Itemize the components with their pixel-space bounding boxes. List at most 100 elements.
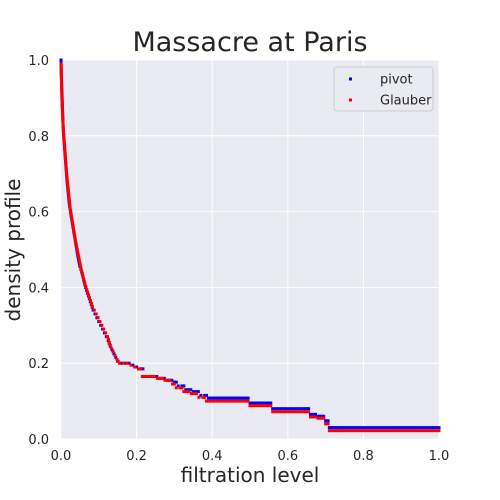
- data-point: [318, 416, 322, 420]
- data-point: [316, 416, 320, 420]
- data-point: [78, 262, 82, 266]
- data-point: [59, 67, 63, 71]
- data-point: [369, 429, 373, 433]
- data-point: [184, 388, 188, 392]
- data-point: [63, 144, 67, 148]
- data-point: [409, 426, 413, 430]
- data-point: [267, 404, 271, 408]
- chart-title: Massacre at Paris: [132, 27, 367, 58]
- data-point: [60, 82, 64, 86]
- legend-label: pivot: [380, 73, 413, 88]
- data-point: [303, 407, 307, 411]
- data-point: [89, 302, 93, 306]
- data-point: [191, 390, 195, 394]
- data-point: [66, 190, 70, 194]
- data-point: [291, 407, 295, 411]
- data-point: [256, 404, 260, 408]
- data-point: [278, 410, 282, 414]
- data-point: [399, 429, 403, 433]
- data-point: [273, 407, 277, 411]
- data-point: [68, 208, 72, 212]
- data-point: [334, 429, 338, 433]
- y-tick-label: 0.4: [28, 281, 49, 296]
- data-point: [60, 102, 64, 106]
- data-point: [237, 396, 241, 400]
- data-point: [248, 404, 252, 408]
- data-point: [63, 154, 67, 158]
- data-point: [68, 206, 72, 210]
- data-point: [344, 429, 348, 433]
- data-point: [387, 429, 391, 433]
- data-point: [359, 429, 363, 433]
- data-point: [327, 429, 331, 433]
- data-point: [288, 410, 292, 414]
- data-point: [62, 136, 66, 140]
- data-point: [215, 399, 219, 403]
- data-point: [70, 215, 74, 219]
- data-point: [269, 404, 273, 408]
- data-point: [269, 401, 273, 405]
- data-point: [412, 426, 416, 430]
- data-point: [174, 380, 178, 384]
- data-point: [354, 429, 358, 433]
- plot-background: [61, 60, 439, 439]
- data-point: [261, 404, 265, 408]
- data-point: [121, 361, 125, 365]
- data-point: [341, 426, 345, 430]
- data-point: [102, 327, 106, 331]
- data-point: [409, 429, 413, 433]
- data-point: [62, 141, 66, 145]
- data-point: [314, 412, 318, 416]
- data-point: [172, 380, 176, 384]
- data-point: [61, 119, 65, 123]
- data-point: [69, 211, 73, 215]
- data-point: [404, 426, 408, 430]
- data-point: [242, 399, 246, 403]
- data-point: [374, 429, 378, 433]
- data-point: [344, 426, 348, 430]
- data-point: [392, 429, 396, 433]
- data-point: [178, 386, 182, 390]
- data-point: [305, 407, 309, 411]
- data-point: [100, 323, 104, 327]
- data-point: [59, 77, 63, 81]
- data-point: [258, 401, 262, 405]
- data-point: [227, 399, 231, 403]
- data-point: [76, 250, 80, 254]
- data-point: [361, 426, 365, 430]
- data-point: [394, 429, 398, 433]
- data-point: [301, 407, 305, 411]
- data-point: [140, 374, 144, 378]
- data-point: [60, 104, 64, 108]
- data-point: [356, 426, 360, 430]
- data-point: [67, 194, 71, 198]
- y-tick-label: 1.0: [28, 54, 49, 69]
- data-point: [429, 426, 433, 430]
- data-point: [60, 87, 64, 91]
- data-point: [119, 361, 123, 365]
- legend-marker: [349, 98, 352, 102]
- data-point: [94, 312, 98, 316]
- legend-label: Glauber: [380, 94, 432, 109]
- data-point: [81, 274, 85, 278]
- data-point: [67, 199, 71, 203]
- data-point: [212, 399, 216, 403]
- data-point: [308, 412, 312, 416]
- data-point: [394, 426, 398, 430]
- data-point: [419, 426, 423, 430]
- data-point: [123, 361, 127, 365]
- data-point: [414, 429, 418, 433]
- data-point: [377, 429, 381, 433]
- data-point: [110, 348, 114, 352]
- data-point: [271, 410, 275, 414]
- data-point: [62, 131, 66, 135]
- data-point: [73, 233, 77, 237]
- data-point: [60, 99, 64, 103]
- data-point: [184, 390, 188, 394]
- data-point: [155, 376, 159, 380]
- data-point: [305, 410, 309, 414]
- data-point: [197, 395, 201, 399]
- data-point: [308, 415, 312, 419]
- x-tick-label: 0.2: [126, 449, 147, 464]
- data-point: [327, 426, 331, 430]
